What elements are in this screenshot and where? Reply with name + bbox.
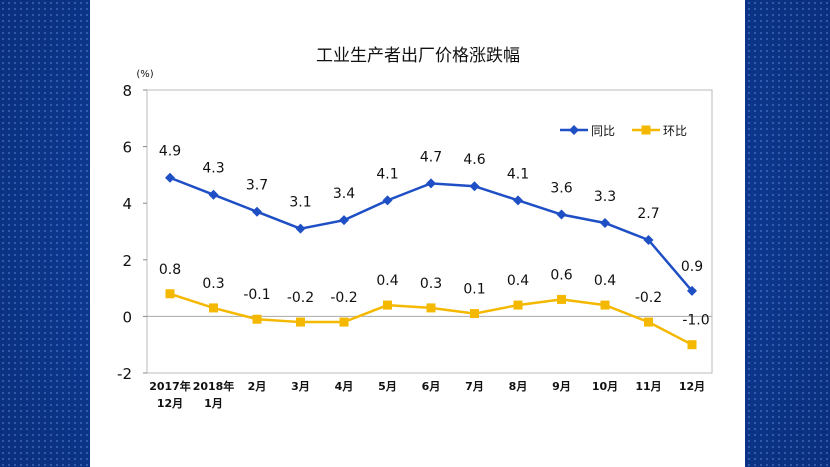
data-label: -0.1 xyxy=(243,287,270,303)
data-label: -0.2 xyxy=(635,290,662,306)
legend-marker-square-icon xyxy=(641,125,651,135)
data-label: 3.4 xyxy=(333,186,355,202)
data-point-mom xyxy=(600,300,610,310)
x-tick-label: 12月 xyxy=(157,397,183,410)
x-tick-label: 7月 xyxy=(465,380,484,393)
data-label: 0.4 xyxy=(594,273,616,289)
data-point-mom xyxy=(687,340,697,350)
data-point-mom xyxy=(557,294,566,304)
data-label: 2.7 xyxy=(637,206,659,222)
y-tick-label: -2 xyxy=(117,365,132,383)
data-label: 0.4 xyxy=(376,273,398,289)
data-point-yoy xyxy=(295,223,306,234)
data-point-yoy xyxy=(469,181,480,192)
data-label: 0.6 xyxy=(550,267,572,283)
background-pattern-right xyxy=(740,0,830,467)
data-point-yoy xyxy=(165,172,175,183)
x-tick-label: 1月 xyxy=(204,397,223,410)
data-point-yoy xyxy=(513,195,523,206)
chart-panel xyxy=(90,0,745,467)
data-point-mom xyxy=(383,300,392,310)
x-tick-label: 2018年 xyxy=(193,379,235,393)
data-point-mom xyxy=(339,317,349,327)
data-label: 0.3 xyxy=(420,276,442,292)
x-tick-label: 8月 xyxy=(509,380,528,393)
data-label: 4.3 xyxy=(202,161,224,177)
x-tick-label: 2月 xyxy=(248,380,267,393)
data-label: 4.1 xyxy=(507,166,529,182)
y-tick-label: 8 xyxy=(122,82,132,100)
x-tick-label: 11月 xyxy=(635,380,661,393)
data-label: -0.2 xyxy=(287,290,314,306)
x-tick-label: 10月 xyxy=(592,380,618,393)
data-label: 0.1 xyxy=(463,282,485,298)
data-label: 0.4 xyxy=(507,273,529,289)
y-tick-label: 0 xyxy=(122,308,132,326)
data-label: 3.6 xyxy=(550,181,572,197)
data-label: 4.6 xyxy=(463,152,485,168)
data-label: 3.7 xyxy=(246,178,268,194)
data-label: 4.1 xyxy=(376,166,398,182)
legend-label: 环比 xyxy=(663,124,687,138)
x-tick-label: 4月 xyxy=(335,380,354,393)
data-point-yoy xyxy=(208,189,219,200)
y-tick-label: 6 xyxy=(122,139,132,157)
plot-area xyxy=(146,89,713,374)
data-label: 3.1 xyxy=(289,195,311,211)
y-tick-label: 4 xyxy=(122,195,132,213)
data-label: 0.8 xyxy=(159,262,181,278)
y-tick-label: 2 xyxy=(122,252,132,270)
chart-title: 工业生产者出厂价格涨跌幅 xyxy=(316,46,520,66)
data-point-yoy xyxy=(426,178,436,189)
data-point-yoy xyxy=(252,206,262,217)
x-tick-label: 9月 xyxy=(552,380,571,393)
x-tick-label: 3月 xyxy=(291,380,310,393)
data-point-mom xyxy=(426,303,436,313)
x-tick-label: 12月 xyxy=(679,380,705,393)
data-point-mom xyxy=(252,314,262,324)
data-label: 4.7 xyxy=(420,149,442,165)
x-tick-label: 5月 xyxy=(378,380,397,393)
y-axis-unit: (%) xyxy=(136,69,153,80)
data-point-yoy xyxy=(556,209,567,220)
data-point-yoy xyxy=(643,234,654,245)
legend-marker-diamond-icon xyxy=(569,125,579,135)
data-point-mom xyxy=(644,317,653,327)
data-point-yoy xyxy=(382,195,393,206)
data-point-mom xyxy=(165,289,175,299)
data-point-mom xyxy=(513,300,523,310)
data-point-yoy xyxy=(339,215,349,226)
data-point-yoy xyxy=(600,218,610,229)
data-label: 4.9 xyxy=(159,144,181,160)
data-point-mom xyxy=(470,309,479,319)
data-label: -0.2 xyxy=(330,290,357,306)
data-label: 3.3 xyxy=(594,189,616,205)
data-point-yoy xyxy=(687,285,697,296)
x-tick-label: 6月 xyxy=(422,380,441,393)
data-point-mom xyxy=(209,303,218,313)
data-label: -1.0 xyxy=(682,313,709,329)
data-point-mom xyxy=(296,317,305,327)
background-pattern-left xyxy=(0,0,90,467)
data-label: 0.9 xyxy=(681,259,703,275)
legend-label: 同比 xyxy=(591,124,615,138)
data-label: 0.3 xyxy=(202,276,224,292)
x-tick-label: 2017年 xyxy=(149,379,191,393)
